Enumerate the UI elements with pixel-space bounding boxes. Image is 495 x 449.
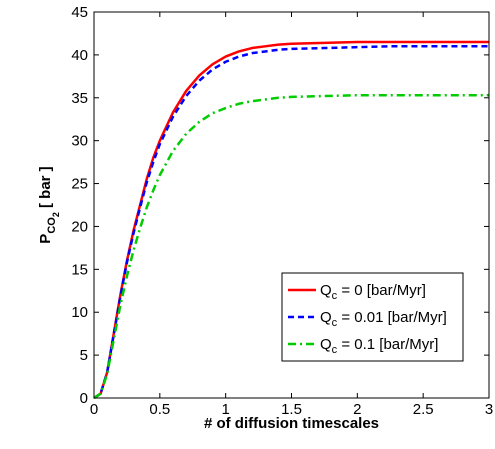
legend-entries: Qc = 0 [bar/Myr] Qc = 0.01 [bar/Myr] Qc = … [288,282,447,356]
y-axis-title: PCO2 [ bar ] [37,166,61,243]
series-line-1 [93,45,489,400]
series-line-2 [93,93,489,400]
x-tick-label: 2 [353,401,361,418]
x-tick-label: 0.5 [149,401,170,418]
y-tick-label: 45 [71,4,88,21]
legend-label-0: Qc = 0 [bar/Myr] [320,282,426,302]
legend-label-1: Qc = 0.01 [bar/Myr] [320,309,447,329]
y-tick-label: 30 [71,133,88,150]
y-tick-label: 25 [71,176,88,193]
x-tick-label: 0 [90,401,98,418]
legend-label-2: Qc = 0.1 [bar/Myr] [320,336,438,356]
x-axis-title: # of diffusion timescales [204,415,379,432]
y-axis-title-sub: CO [46,217,58,234]
y-axis-title-main: P [37,234,54,244]
y-axis-title-subsub: 2 [51,212,61,217]
y-tick-label: 0 [80,390,88,407]
y-tick-label: 5 [80,347,88,364]
series-layer [93,40,489,400]
y-tick-label: 10 [71,304,88,321]
x-tick-label: 2.5 [413,401,434,418]
y-tick-label: 15 [71,261,88,278]
y-tick-label: 35 [71,90,88,107]
x-tick-label: 1.5 [281,401,302,418]
legend: Qc = 0 [bar/Myr] Qc = 0.01 [bar/Myr] Qc = … [281,272,464,362]
y-axis-title-unit: [ bar ] [37,166,54,212]
y-tick-label: 40 [71,47,88,64]
y-tick-label: 20 [71,218,88,235]
x-tick-label: 1 [221,401,229,418]
x-tick-label: 3 [485,401,493,418]
